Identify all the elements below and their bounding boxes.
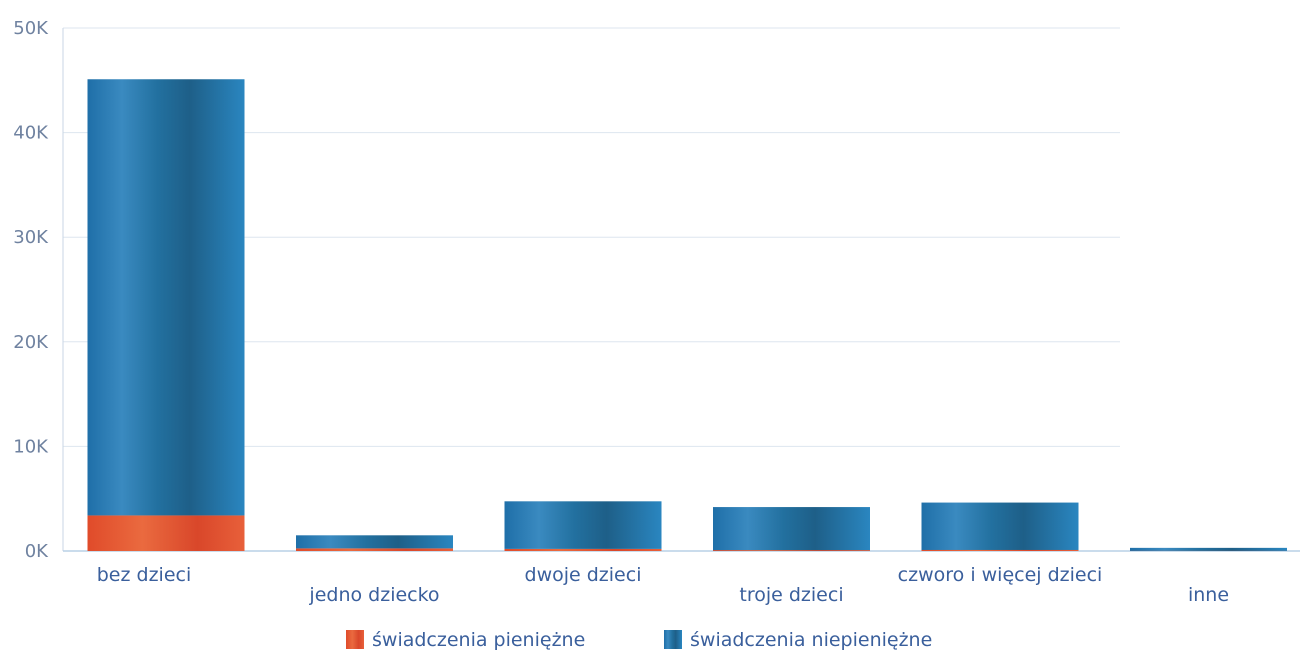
bar-segment-niepieniezne [504, 501, 662, 549]
y-tick-labels: 0K 10K 20K 30K 40K 50K [13, 18, 49, 562]
legend-label: świadczenia pieniężne [372, 629, 585, 651]
y-tick-label: 0K [25, 541, 49, 562]
legend-label: świadczenia niepieniężne [690, 629, 932, 651]
x-category-label: troje dzieci [739, 584, 843, 606]
bar-segment-niepieniezne [921, 502, 1079, 550]
bar-segment-pieniezne [921, 549, 1079, 551]
bar-segment-pieniezne [504, 548, 662, 551]
legend: świadczenia pieniężne świadczenia niepien… [346, 629, 932, 651]
x-category-label: bez dzieci [97, 564, 192, 586]
y-tick-label: 30K [13, 227, 49, 248]
x-tick-labels: bez dzieci jedno dziecko dwoje dzieci troje… [97, 564, 1229, 606]
legend-swatch [664, 630, 682, 649]
bar-segment-niepieniezne [1130, 547, 1287, 551]
bars [87, 79, 1287, 551]
legend-swatch [346, 630, 364, 649]
y-tick-label: 50K [13, 18, 49, 39]
x-category-label: czworo i więcej dzieci [898, 564, 1103, 586]
y-tick-label: 20K [13, 332, 49, 353]
bar-segment-niepieniezne [713, 507, 870, 551]
bar-segment-niepieniezne [87, 79, 245, 516]
y-tick-label: 40K [13, 123, 49, 144]
bar-segment-pieniezne [87, 515, 245, 551]
y-tick-label: 10K [13, 436, 49, 457]
x-category-label: jedno dziecko [308, 584, 439, 606]
x-category-label: dwoje dzieci [525, 564, 642, 586]
bar-segment-pieniezne [713, 549, 870, 551]
x-category-label: inne [1188, 584, 1229, 606]
bar-segment-pieniezne [296, 548, 453, 551]
bar-segment-niepieniezne [296, 535, 453, 549]
